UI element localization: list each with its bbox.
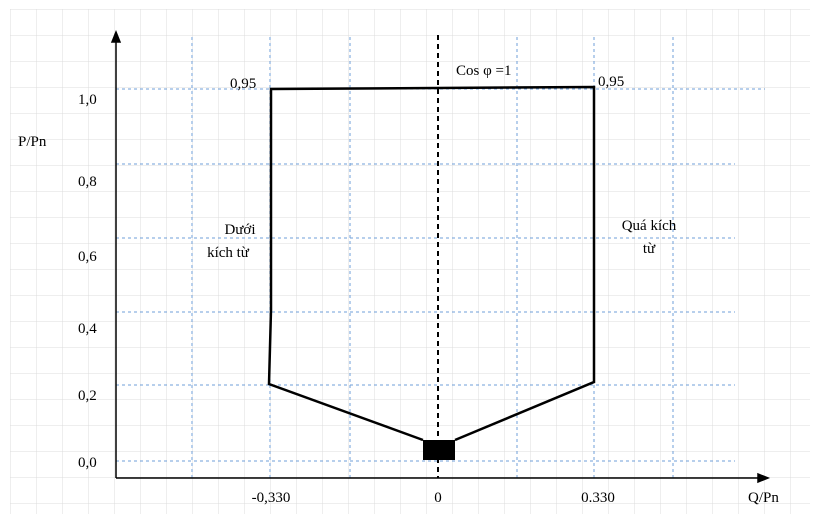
region-label: Dưới (224, 222, 255, 238)
y-tick-label: 0,4 (78, 321, 97, 337)
region-label: kích từ (207, 245, 250, 261)
y-tick-label: 1,0 (78, 92, 97, 108)
center-label: Cos φ =1 (456, 63, 511, 79)
grid-background (10, 9, 810, 514)
x-tick-label: 0 (434, 490, 442, 506)
x-tick-label: -0,330 (252, 490, 291, 506)
pf-label: 0,95 (230, 76, 256, 92)
capability-outline (267, 85, 596, 442)
region-label: Quá kích (622, 218, 677, 234)
axes (110, 29, 771, 484)
x-axis-label: Q/Pn (748, 490, 779, 506)
pf-label: 0,95 (598, 74, 624, 90)
region-label: từ (643, 241, 656, 257)
y-tick-label: 0,8 (78, 174, 97, 190)
y-tick-label: 0,0 (78, 455, 97, 471)
y-axis-label: P/Pn (18, 134, 47, 150)
y-tick-label: 0,6 (78, 249, 97, 265)
x-tick-label: 0.330 (581, 490, 615, 506)
y-tick-label: 0,2 (78, 388, 97, 404)
origin-block (423, 440, 455, 460)
